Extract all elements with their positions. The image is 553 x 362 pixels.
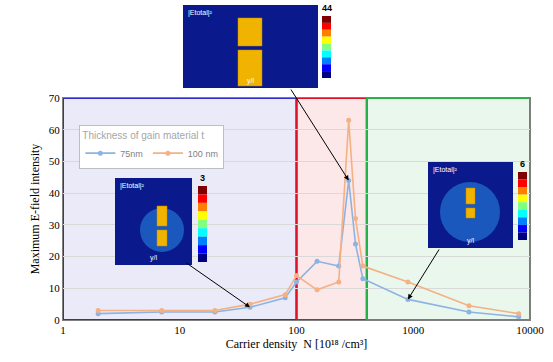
svg-text:44: 44	[322, 3, 332, 13]
svg-text:3: 3	[200, 173, 205, 183]
svg-text:0: 0	[54, 314, 60, 326]
svg-text:20: 20	[49, 250, 61, 262]
svg-text:100: 100	[288, 324, 305, 336]
svg-text:1000: 1000	[402, 324, 425, 336]
svg-text:50: 50	[49, 155, 61, 167]
svg-text:10: 10	[49, 282, 61, 294]
svg-text:y/l: y/l	[467, 237, 474, 245]
svg-text:100 nm: 100 nm	[188, 149, 218, 159]
svg-text:|Etotal|²: |Etotal|²	[120, 182, 145, 190]
svg-text:10: 10	[174, 324, 186, 336]
svg-text:6: 6	[520, 159, 525, 169]
svg-text:10000: 10000	[516, 324, 544, 336]
svg-text:Thickness of gain material t: Thickness of gain material t	[82, 130, 204, 141]
svg-text:Carrier density N [10¹⁸ /cm³]: Carrier density N [10¹⁸ /cm³]	[226, 337, 368, 351]
svg-text:y/l: y/l	[247, 77, 254, 85]
svg-text:1: 1	[60, 324, 66, 336]
svg-text:70: 70	[49, 92, 61, 104]
svg-text:|Etotal|²: |Etotal|²	[433, 166, 458, 174]
svg-text:75nm: 75nm	[120, 149, 143, 159]
svg-text:30: 30	[49, 219, 61, 231]
svg-text:60: 60	[49, 124, 61, 136]
svg-text:y/l: y/l	[150, 254, 157, 262]
svg-text:40: 40	[49, 187, 61, 199]
svg-text:Maximum E-field intensity: Maximum E-field intensity	[28, 144, 42, 275]
svg-text:|Etotal|²: |Etotal|²	[188, 9, 213, 17]
